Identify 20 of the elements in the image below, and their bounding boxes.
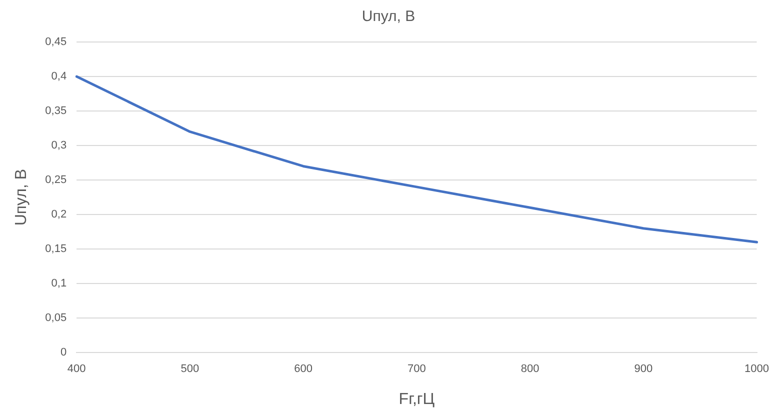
x-tick-label: 600 — [294, 363, 313, 376]
x-tick-label: 700 — [408, 363, 426, 376]
y-axis-title: Uпул, В — [13, 168, 30, 226]
x-tick-label: 900 — [634, 363, 653, 376]
x-tick-label: 500 — [180, 363, 200, 376]
y-tick-label: 0,1 — [51, 278, 67, 290]
y-tick-label: 0,45 — [45, 36, 67, 48]
x-axis-title: Fг,гЦ — [398, 390, 435, 408]
x-tick-label: 800 — [520, 363, 540, 376]
y-tick-label: 0 — [60, 346, 67, 359]
y-tick-label: 0,25 — [45, 174, 67, 186]
x-tick-label: 400 — [67, 363, 86, 376]
y-tick-label: 0,35 — [45, 105, 67, 118]
y-tick-label: 0,3 — [51, 140, 67, 152]
chart-title: Uпул, В — [362, 8, 416, 26]
x-tick-label: 1000 — [744, 363, 770, 376]
y-tick-label: 0,05 — [45, 312, 67, 324]
y-tick-label: 0,2 — [51, 208, 67, 221]
y-tick-label: 0,4 — [51, 70, 67, 83]
y-tick-label: 0,15 — [45, 243, 67, 256]
